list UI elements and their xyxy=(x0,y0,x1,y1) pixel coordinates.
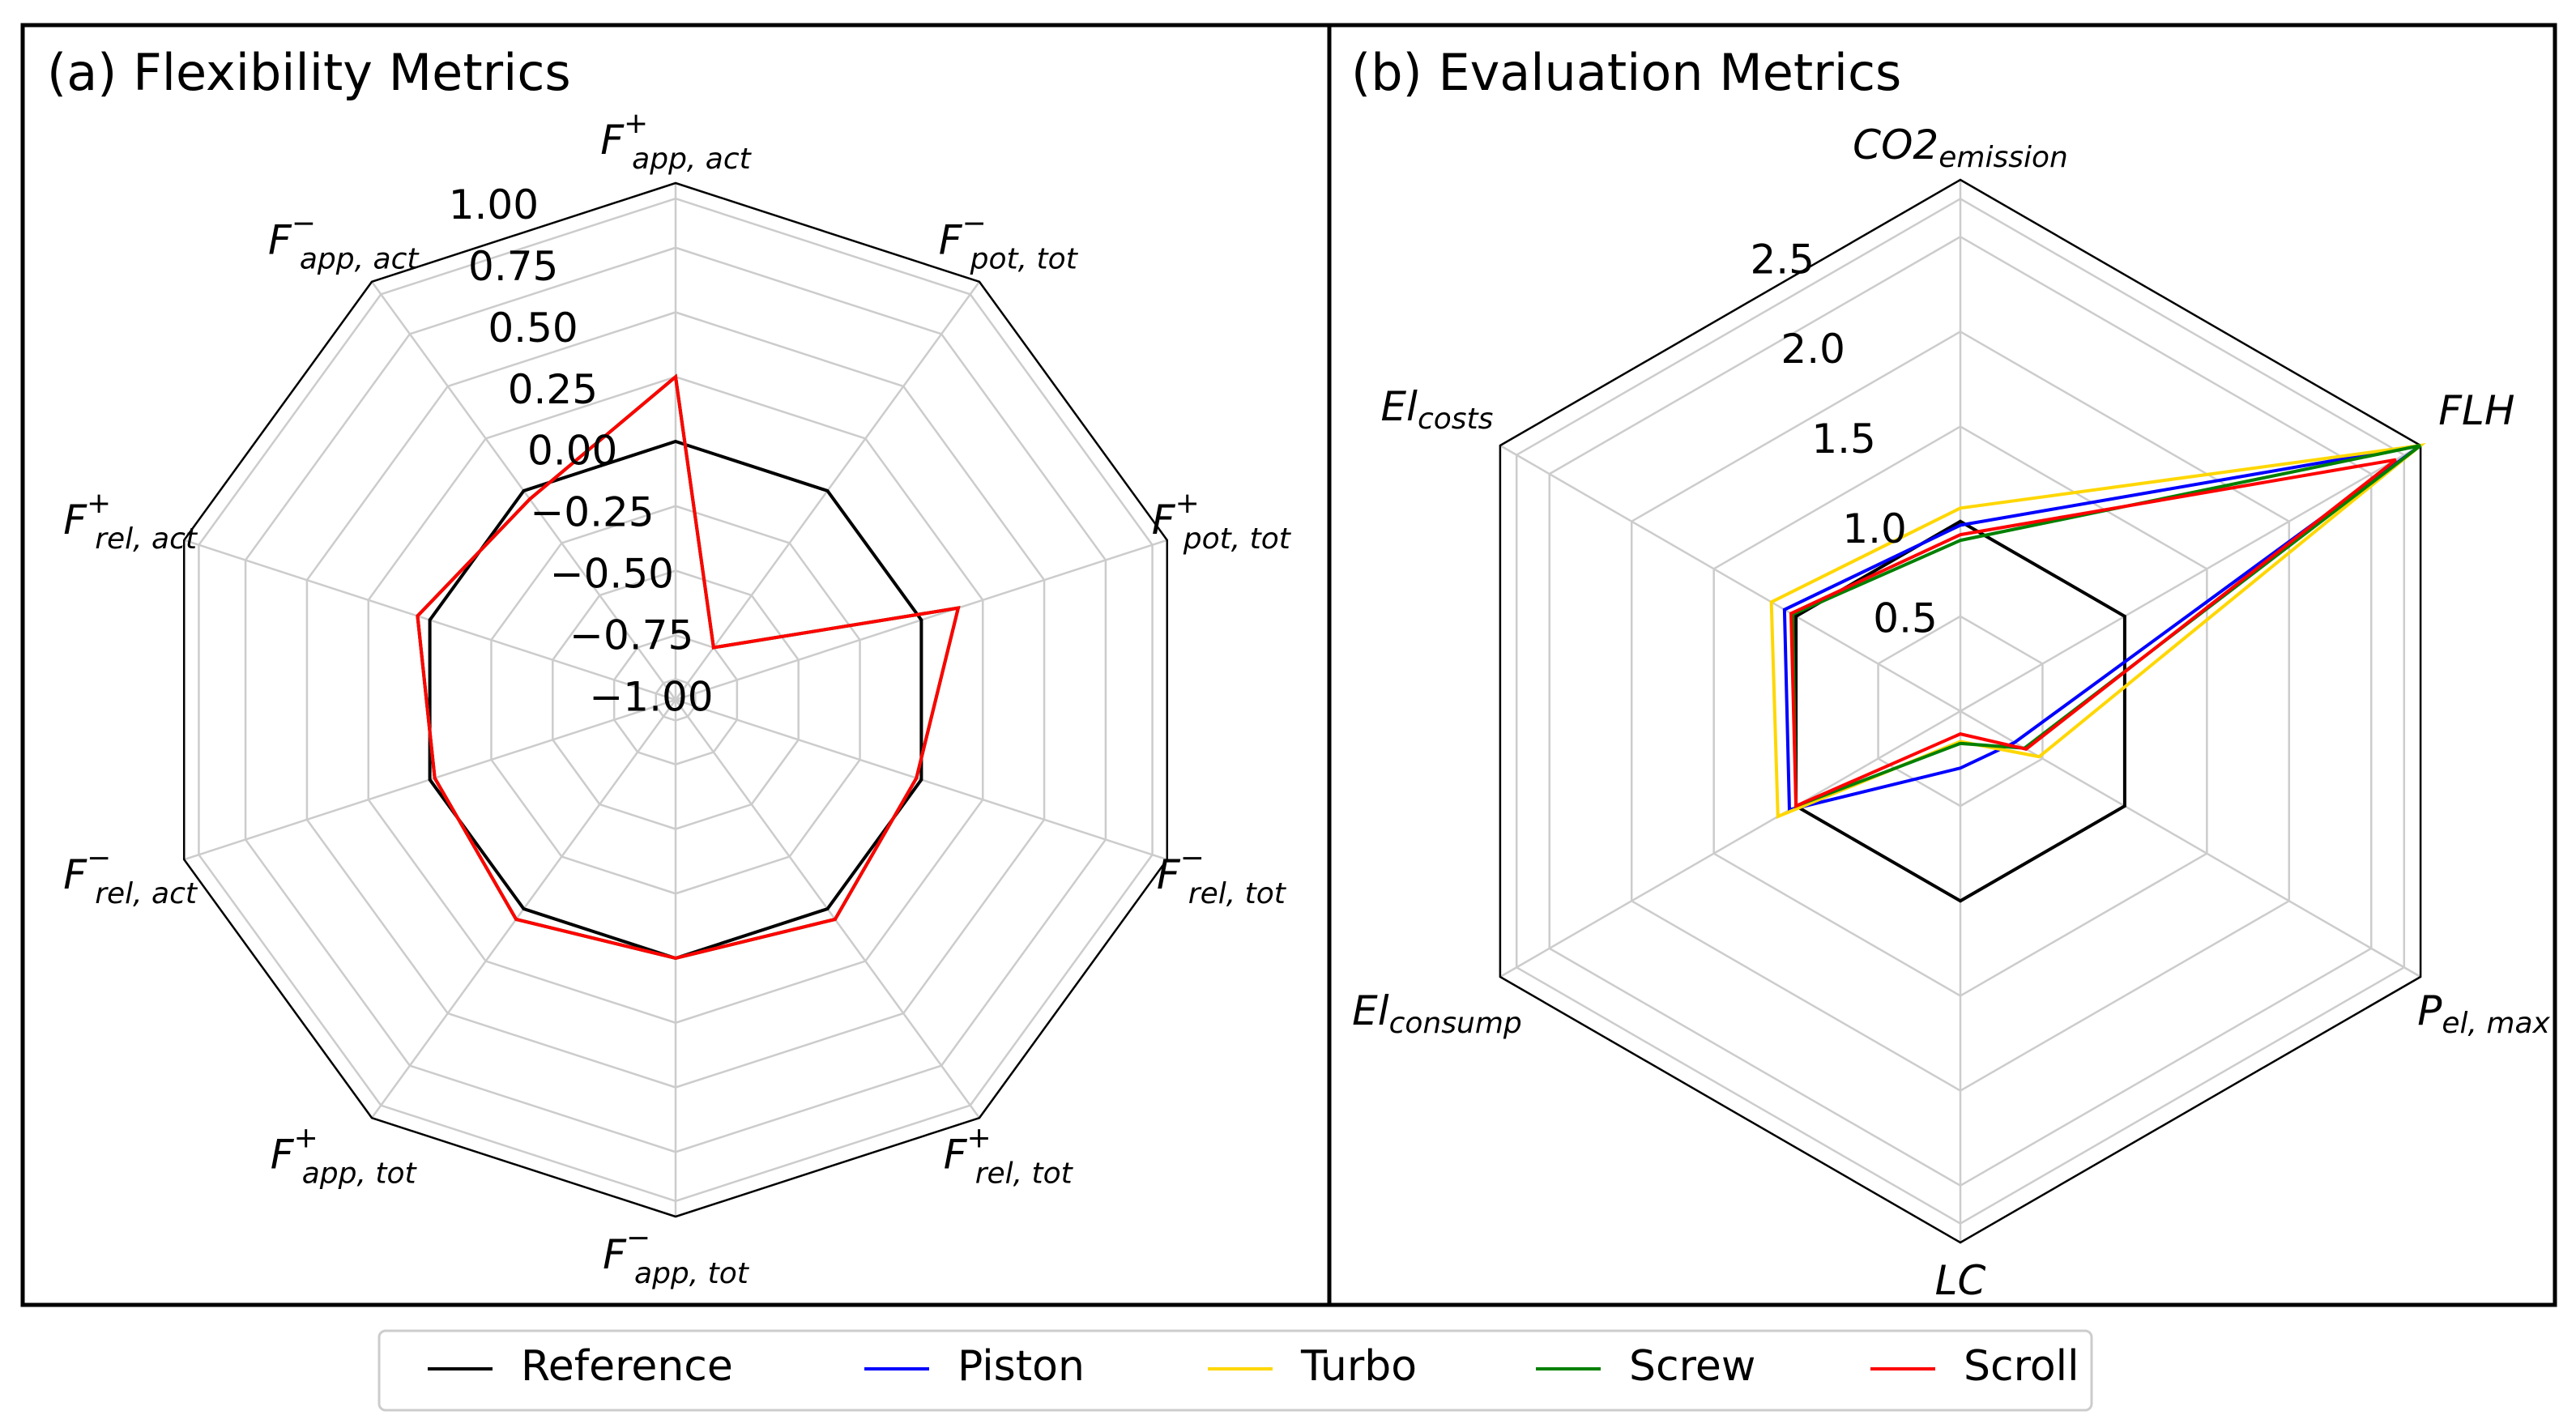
axis-label-2-sup: + xyxy=(1175,487,1200,520)
axis-label-5-sub: app, tot xyxy=(634,1257,750,1290)
r-tick-label: 1.0 xyxy=(1842,505,1907,552)
axis-label-0: F+ app, act xyxy=(600,107,752,176)
axis-label-0-base: CO2 xyxy=(1853,121,1938,168)
axis-label-8-sub: rel, act xyxy=(95,522,198,556)
r-tick-label: 1.00 xyxy=(449,181,539,228)
axis-label-6-sup: + xyxy=(294,1122,318,1155)
axis-label-0-sub: app, act xyxy=(632,143,753,176)
spoke xyxy=(1960,444,2421,713)
r-tick-label: 2.5 xyxy=(1750,236,1815,283)
axis-label-9: F− app, act xyxy=(268,207,420,275)
r-tick-label: 2.0 xyxy=(1781,326,1845,373)
axis-label-1-sup: − xyxy=(962,207,987,240)
axis-label-3-sub: rel, tot xyxy=(1188,877,1287,910)
r-tick-label: 1.5 xyxy=(1811,416,1876,463)
axis-label-7: F− rel, act xyxy=(63,842,198,910)
axis-label-4: F+ rel, tot xyxy=(944,1122,1074,1191)
r-tick-label: −0.25 xyxy=(530,489,654,536)
radar-chart-evaluation: 0.5 1.0 1.5 2.0 2.5 CO2emission FLH Pel, max LC E… xyxy=(1352,121,2550,1304)
axis-label-3-base: LC xyxy=(1935,1257,1986,1304)
r-tick-label: 0.5 xyxy=(1873,595,1938,642)
axis-label-4-sub: consump xyxy=(1389,1007,1522,1040)
axis-label-1-base: FLH xyxy=(2438,387,2514,434)
axis-label-9-base: F xyxy=(268,216,292,263)
panel-a-title: (a) Flexibility Metrics xyxy=(47,43,571,102)
legend: Reference Piston Turbo Screw Scroll xyxy=(377,1329,2093,1412)
axis-label-7-sub: rel, act xyxy=(95,877,198,910)
panel-b-frame xyxy=(1327,23,2557,1307)
axis-label-2-base: F xyxy=(1152,497,1176,543)
r-tick-label: 0.00 xyxy=(527,428,617,475)
axis-label-0: CO2emission xyxy=(1853,121,2068,175)
axis-label-4-sub: rel, tot xyxy=(975,1157,1074,1191)
axis-label-6: F+ app, tot xyxy=(271,1122,418,1191)
axis-label-2-sub: el, max xyxy=(2442,1007,2550,1040)
radar-frame xyxy=(182,181,1169,1218)
axis-label-4-sup: + xyxy=(967,1122,992,1155)
r-tick-label: 0.75 xyxy=(468,243,558,290)
axis-label-0-sub: emission xyxy=(1938,141,2068,174)
spoke xyxy=(1499,444,1961,713)
spoke xyxy=(1960,710,2421,978)
axis-label-4-base: El xyxy=(1352,987,1389,1034)
axis-label-3: LC xyxy=(1935,1257,1986,1304)
axis-label-6-base: F xyxy=(271,1131,295,1178)
axis-label-1: F− pot, tot xyxy=(939,207,1079,275)
legend-label-turbo: Turbo xyxy=(1300,1342,1417,1391)
r-tick-label: −1.00 xyxy=(589,674,713,721)
axis-label-8-base: F xyxy=(63,497,87,543)
axis-label-2-sub: pot, tot xyxy=(1183,522,1292,556)
legend-label-screw: Screw xyxy=(1629,1342,1755,1391)
spoke xyxy=(1499,710,1961,978)
axis-label-8-sup: + xyxy=(87,487,111,520)
axis-label-4: Elconsump xyxy=(1352,987,1522,1041)
legend-label-reference: Reference xyxy=(521,1342,733,1391)
axis-label-7-sup: − xyxy=(87,842,111,875)
axis-label-9-sub: app, act xyxy=(300,242,420,275)
axis-label-5-sup: − xyxy=(626,1221,650,1255)
panel-b-title: (b) Evaluation Metrics xyxy=(1351,43,1901,102)
axis-label-2: F+ pot, tot xyxy=(1152,487,1292,556)
series-line-reference xyxy=(1794,519,2126,903)
axis-label-1: FLH xyxy=(2438,387,2514,434)
axis-label-5-sub: costs xyxy=(1418,403,1493,436)
axis-label-5-base: El xyxy=(1380,383,1418,430)
axis-label-0-sup: + xyxy=(624,107,648,140)
axis-label-8: F+ rel, act xyxy=(63,487,198,556)
axis-label-9-sup: − xyxy=(292,207,316,240)
axis-label-5: F− app, tot xyxy=(603,1221,750,1290)
axis-label-0-base: F xyxy=(600,117,625,164)
axis-label-1-sub: pot, tot xyxy=(970,242,1079,275)
axis-label-5-base: F xyxy=(603,1231,627,1278)
r-tick-label: −0.75 xyxy=(569,612,693,659)
r-tick-label: 0.50 xyxy=(488,305,578,352)
axis-label-3: F− rel, tot xyxy=(1157,842,1287,910)
axis-label-5: Elcosts xyxy=(1380,383,1493,437)
r-tick-label: 0.25 xyxy=(508,366,598,413)
axis-label-6-sub: app, tot xyxy=(302,1157,418,1191)
r-tick-label: −0.50 xyxy=(550,551,674,598)
axis-label-7-base: F xyxy=(63,850,87,897)
axis-label-2: Pel, max xyxy=(2417,987,2550,1041)
axis-label-4-base: F xyxy=(944,1131,968,1178)
legend-label-piston: Piston xyxy=(957,1342,1085,1391)
series-line-scroll xyxy=(416,373,961,961)
axis-label-2-base: P xyxy=(2417,987,2442,1034)
axis-label-3-sup: − xyxy=(1180,842,1205,875)
axis-label-3-base: F xyxy=(1157,850,1181,897)
legend-label-scroll: Scroll xyxy=(1964,1342,2079,1391)
axis-label-1-base: F xyxy=(939,216,963,263)
radar-chart-flexibility: 1.00 0.75 0.50 0.25 0.00 −0.25 −0.50 −0.75 −1.00… xyxy=(63,107,1291,1290)
series-line-scroll xyxy=(1789,458,2397,809)
